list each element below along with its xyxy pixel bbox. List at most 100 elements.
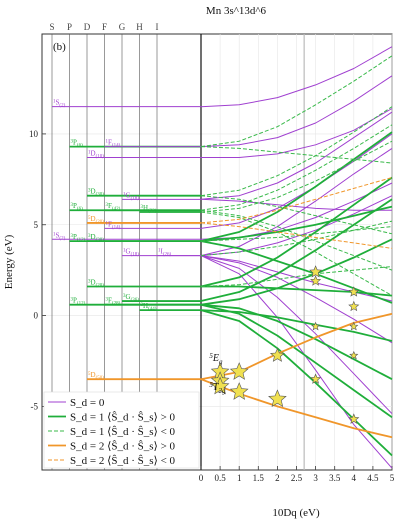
atomic-level-label: 3D(30) — [88, 188, 104, 198]
legend: S_d = 0 S_d = 1 ⟨Ŝ_d · Ŝ_s⟩ > 0 S_d = 1 ⟨Ŝ… — [43, 391, 200, 469]
star-marker — [349, 350, 359, 360]
l-column-label: I — [156, 22, 159, 32]
atomic-level-label: 5D(20) — [88, 215, 104, 225]
panel-label: (b) — [53, 41, 66, 53]
star-marker — [268, 389, 287, 408]
star-marker — [349, 321, 359, 331]
y-tick-label: 10 — [29, 129, 39, 139]
x-tick-label: 4.5 — [367, 473, 379, 483]
atomic-level-label: 3G(36) — [123, 293, 139, 303]
series-line — [200, 211, 393, 297]
l-column-label: G — [119, 22, 126, 32]
star-marker — [309, 265, 323, 278]
series-line — [200, 255, 393, 344]
series-line — [200, 309, 393, 457]
atomic-level-label: 3P(6) — [71, 202, 84, 212]
series-line — [200, 198, 393, 302]
l-column-label: P — [67, 22, 72, 32]
legend-label: S_d = 2 ⟨Ŝ_d · Ŝ_s⟩ < 0 — [70, 455, 176, 467]
series-line — [200, 240, 393, 304]
y-tick-label: 5 — [34, 220, 39, 230]
star-marker — [229, 382, 249, 400]
x-tick-label: 3.5 — [329, 473, 341, 483]
atomic-level-label: 3H(22) — [141, 204, 157, 214]
atomic-level-label: 1D(10) — [88, 150, 104, 160]
series-line — [200, 177, 393, 224]
atomic-level-label: 5D(50) — [88, 371, 104, 381]
series-line — [200, 140, 393, 213]
atomic-level-label: 3P(12) — [71, 233, 86, 243]
atomic-level-label: 1S(2) — [53, 231, 66, 241]
series-line — [200, 255, 393, 415]
x-tick-label: 0.5 — [214, 473, 226, 483]
star-marker — [348, 286, 360, 297]
series-line — [200, 111, 393, 200]
x-tick-label: 2 — [275, 473, 280, 483]
atomic-level-label: 3D(30) — [88, 233, 104, 243]
series-line — [200, 106, 393, 197]
series-line — [200, 309, 393, 342]
series-line — [200, 312, 393, 381]
x-tick-label: 3 — [313, 473, 318, 483]
atomic-level-label: 1I(26) — [158, 248, 172, 258]
star-marker — [348, 300, 360, 312]
series-line — [200, 195, 393, 235]
atomic-level-label: 1F(14) — [106, 220, 121, 230]
star-marker — [311, 321, 321, 331]
x-tick-label: 1 — [237, 473, 242, 483]
series-line — [201, 285, 393, 297]
x-tick-label: 1.5 — [253, 473, 265, 483]
star-marker — [229, 362, 249, 380]
atomic-level-label: 1F(14) — [106, 139, 121, 149]
l-column-label: H — [136, 22, 143, 32]
x-tick-label: 4 — [352, 473, 357, 483]
legend-label: S_d = 1 ⟨Ŝ_d · Ŝ_s⟩ > 0 — [70, 412, 176, 424]
atomic-level-label: 3F(28) — [106, 297, 121, 307]
y-axis-label: Energy (eV) — [3, 234, 15, 289]
series-line — [200, 133, 393, 229]
series-line — [200, 238, 393, 306]
series-line — [200, 146, 393, 164]
atomic-level-label: 3P(6) — [71, 139, 84, 149]
atomic-level-label: 3D(20) — [88, 279, 104, 289]
legend-box — [43, 391, 200, 469]
y-tick-label: 0 — [34, 311, 39, 321]
x-tick-label: 2.5 — [291, 473, 303, 483]
plot-area: S P D F G H I -5 0 5 10 0 0.5 1 1.5 2 2.5 3 3.5 4 4.5 5 1S(2) 3… — [29, 22, 395, 483]
series-line — [200, 75, 393, 148]
atomic-level-label: 1G(18) — [123, 248, 139, 258]
series-line — [201, 108, 393, 158]
legend-label: S_d = 0 — [70, 397, 105, 409]
y-tick-label: -5 — [31, 401, 39, 411]
series-line — [200, 226, 393, 242]
atomic-level-label: 3F(42) — [106, 202, 121, 212]
l-column-label: D — [84, 22, 91, 32]
atomic-level-label: 1G(18) — [123, 191, 139, 201]
series-line — [200, 220, 393, 257]
l-column-label: F — [102, 22, 107, 32]
x-tick-label: 0 — [199, 473, 204, 483]
series-line — [200, 209, 393, 271]
star-marker — [310, 275, 322, 286]
legend-label: S_d = 2 ⟨Ŝ_d · Ŝ_s⟩ > 0 — [70, 441, 176, 453]
star-marker — [310, 373, 322, 384]
star-marker — [210, 376, 230, 395]
atomic-level-label: 3P(12) — [71, 297, 86, 307]
legend-label: S_d = 1 ⟨Ŝ_d · Ŝ_s⟩ < 0 — [70, 426, 176, 438]
series-line — [200, 222, 393, 249]
series-line — [200, 205, 393, 242]
series-line — [200, 55, 393, 148]
atomic-level-label: 1S(2) — [53, 99, 66, 109]
series-line — [200, 266, 393, 287]
series-line — [200, 131, 393, 242]
star-marker — [348, 413, 360, 424]
series-line — [200, 46, 393, 108]
atomic-level-label: 3H(44) — [141, 302, 157, 312]
series-line — [200, 176, 393, 288]
series-line — [200, 303, 393, 380]
state-annotation: 5T2g — [209, 381, 226, 395]
series-line — [200, 198, 392, 211]
star-marker — [269, 347, 285, 362]
